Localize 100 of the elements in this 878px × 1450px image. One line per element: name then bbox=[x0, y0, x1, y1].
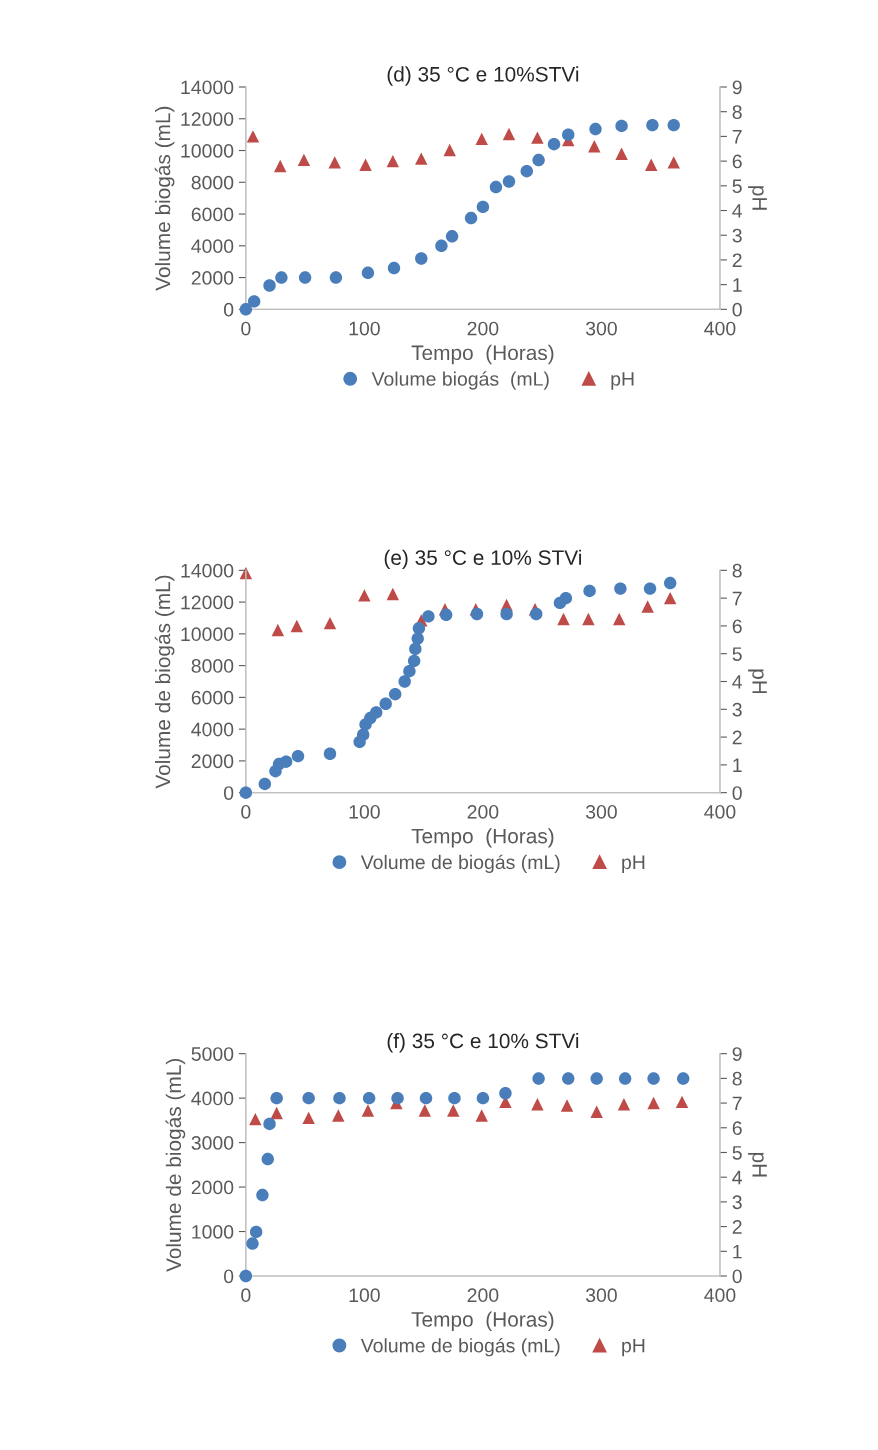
point bbox=[547, 137, 561, 151]
point bbox=[435, 239, 448, 253]
point bbox=[247, 295, 261, 308]
point bbox=[647, 1072, 660, 1085]
y-axis-title: Volume biogás (mL) bbox=[154, 106, 175, 291]
point bbox=[415, 152, 428, 165]
y2-axis-title: pH bbox=[748, 669, 767, 694]
x-tick-label: 300 bbox=[585, 321, 617, 336]
point bbox=[614, 582, 627, 595]
point bbox=[279, 755, 293, 768]
point bbox=[562, 1072, 575, 1085]
point bbox=[475, 132, 488, 146]
point bbox=[557, 612, 570, 626]
y-tick-label: 6000 bbox=[191, 207, 234, 222]
point bbox=[532, 1072, 545, 1085]
y-tick-label: 3000 bbox=[191, 1136, 234, 1150]
point bbox=[499, 1087, 512, 1100]
point bbox=[448, 1091, 461, 1105]
point bbox=[387, 261, 401, 275]
point bbox=[323, 616, 337, 630]
x-tick-label: 0 bbox=[241, 1288, 251, 1303]
x-tick-label: 400 bbox=[704, 804, 736, 819]
y2-tick-label: 8 bbox=[732, 105, 742, 119]
point bbox=[502, 127, 516, 141]
point bbox=[590, 1105, 603, 1118]
point bbox=[677, 1072, 690, 1085]
x-tick-label: 0 bbox=[241, 321, 251, 336]
point bbox=[500, 607, 513, 621]
point bbox=[520, 164, 533, 178]
point bbox=[379, 697, 392, 710]
y2-tick-label: 4 bbox=[732, 204, 743, 218]
point bbox=[476, 200, 490, 214]
point bbox=[675, 1095, 689, 1109]
y2-tick-label: 5 bbox=[732, 179, 742, 194]
y-tick-label: 12000 bbox=[181, 112, 234, 126]
point bbox=[246, 130, 260, 143]
point bbox=[249, 1112, 262, 1126]
y-tick-label: 2000 bbox=[191, 754, 234, 769]
x-axis-title: Tempo (Horas) bbox=[411, 344, 554, 365]
y2-tick-label: 2 bbox=[732, 253, 742, 267]
x-tick-label: 400 bbox=[704, 321, 736, 336]
point bbox=[445, 230, 459, 243]
point bbox=[464, 211, 478, 225]
y-tick-label: 0 bbox=[223, 1269, 234, 1284]
x-tick-label: 200 bbox=[467, 321, 499, 336]
y2-tick-label: 2 bbox=[732, 1220, 742, 1234]
point bbox=[246, 1237, 259, 1250]
point bbox=[270, 1106, 283, 1120]
y2-tick-label: 0 bbox=[732, 786, 742, 800]
x-tick-label: 300 bbox=[585, 804, 617, 819]
point bbox=[359, 158, 372, 172]
point bbox=[615, 147, 628, 160]
point bbox=[388, 687, 402, 701]
point bbox=[249, 1225, 263, 1239]
y2-tick-label: 1 bbox=[733, 278, 742, 292]
point bbox=[407, 654, 421, 668]
point bbox=[290, 619, 304, 633]
x-axis-title: Tempo (Horas) bbox=[411, 1311, 554, 1331]
y-tick-label: 14000 bbox=[181, 563, 234, 578]
y-tick-label: 0 bbox=[223, 786, 234, 800]
point bbox=[532, 153, 545, 167]
y-tick-label: 4000 bbox=[191, 239, 234, 254]
point bbox=[302, 1111, 315, 1125]
y-tick-label: 0 bbox=[223, 302, 234, 317]
y-tick-label: 5000 bbox=[191, 1047, 234, 1061]
y2-tick-label: 6 bbox=[732, 154, 742, 169]
y2-tick-label: 8 bbox=[732, 563, 742, 578]
point bbox=[239, 1269, 253, 1283]
x-tick-label: 0 bbox=[241, 804, 251, 819]
x-tick-label: 400 bbox=[704, 1288, 736, 1303]
legend-label: Volume de biogás (mL) bbox=[360, 854, 560, 873]
point bbox=[409, 642, 422, 656]
point bbox=[263, 279, 276, 292]
point bbox=[422, 610, 435, 623]
chart-title: (d) 35 °C e 10%STVi bbox=[387, 66, 579, 86]
point bbox=[275, 271, 288, 284]
point bbox=[239, 303, 253, 316]
y2-tick-label: 4 bbox=[732, 1170, 743, 1185]
chart-title: (e) 35 °C e 10% STVi bbox=[384, 549, 582, 570]
y2-tick-label: 6 bbox=[732, 1121, 742, 1136]
point bbox=[645, 158, 658, 172]
x-tick-label: 100 bbox=[349, 321, 380, 336]
point bbox=[411, 632, 424, 645]
point bbox=[447, 1104, 460, 1117]
y2-tick-label: 9 bbox=[732, 80, 742, 95]
point bbox=[646, 118, 659, 132]
x-tick-label: 200 bbox=[467, 1288, 499, 1303]
y2-tick-label: 9 bbox=[732, 1047, 742, 1061]
legend-label: pH bbox=[622, 855, 645, 873]
y2-tick-label: 7 bbox=[732, 591, 742, 606]
y2-tick-label: 5 bbox=[732, 647, 742, 661]
point bbox=[356, 728, 370, 741]
point bbox=[398, 675, 411, 688]
y2-tick-label: 3 bbox=[732, 1195, 742, 1210]
point bbox=[641, 600, 654, 613]
point bbox=[298, 271, 312, 284]
y-tick-label: 8000 bbox=[191, 175, 234, 190]
y2-tick-label: 1 bbox=[733, 1244, 742, 1259]
point bbox=[391, 1091, 404, 1105]
point bbox=[412, 622, 426, 635]
